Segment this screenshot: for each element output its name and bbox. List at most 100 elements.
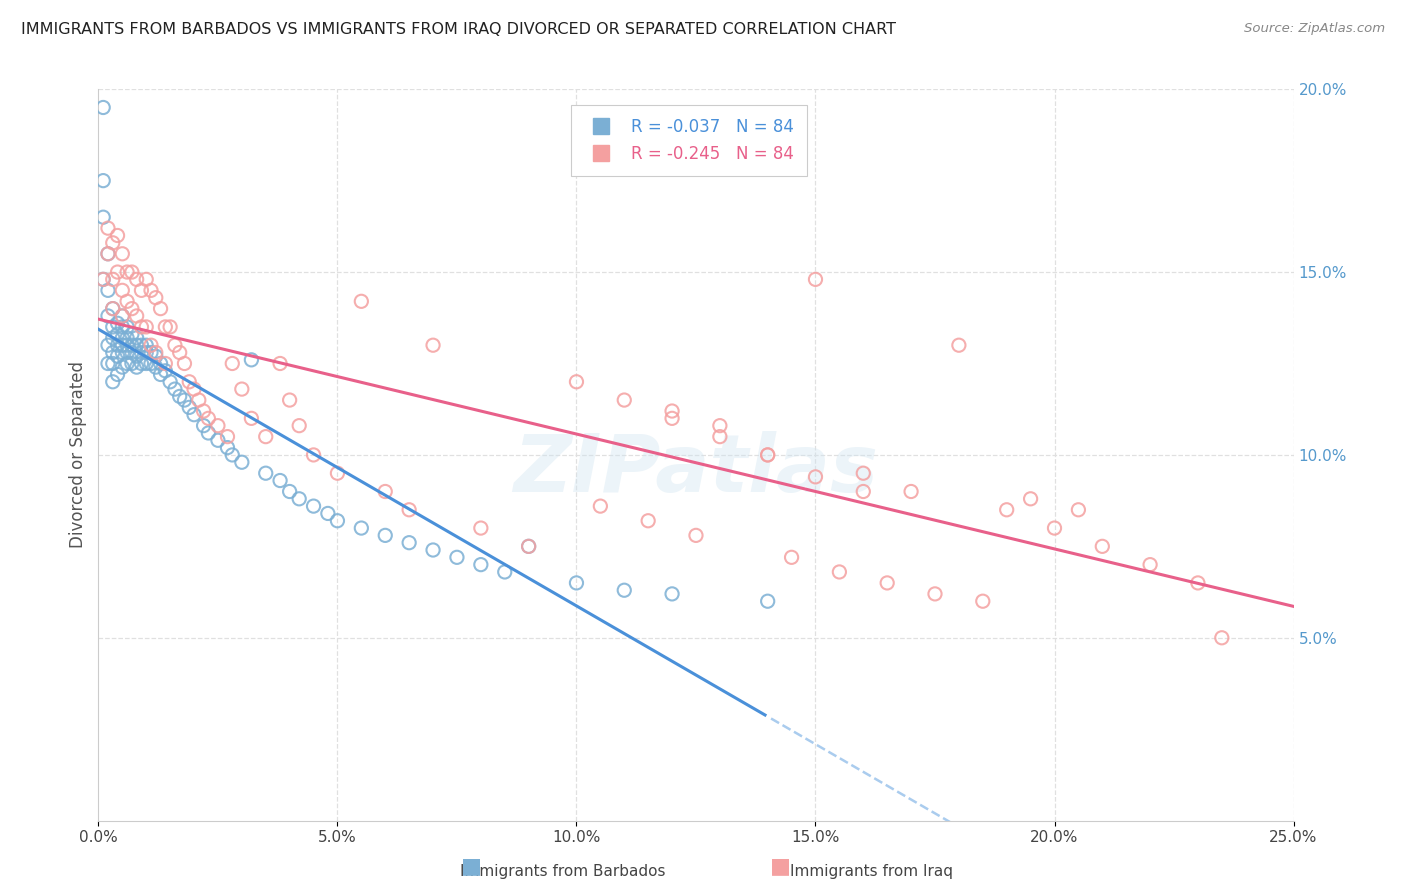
- Point: [197, 425, 219, 440]
- Point: [900, 484, 922, 499]
- Point: [101, 331, 124, 345]
- Point: [97, 309, 120, 323]
- Point: [1187, 576, 1209, 591]
- Point: [145, 349, 167, 363]
- Point: [231, 455, 253, 469]
- Point: [350, 521, 373, 535]
- Point: [207, 418, 229, 433]
- Point: [169, 345, 191, 359]
- Point: [135, 272, 157, 286]
- Text: Source: ZipAtlas.com: Source: ZipAtlas.com: [1244, 22, 1385, 36]
- Point: [145, 345, 167, 359]
- Point: [269, 474, 291, 488]
- Point: [1091, 539, 1114, 553]
- Point: [756, 448, 779, 462]
- Point: [145, 360, 167, 375]
- Point: [193, 418, 215, 433]
- Point: [125, 309, 148, 323]
- Point: [101, 272, 124, 286]
- Point: [685, 528, 707, 542]
- Point: [101, 301, 124, 316]
- Point: [446, 550, 468, 565]
- Point: [97, 246, 120, 260]
- Point: [111, 360, 134, 375]
- Point: [139, 338, 162, 352]
- Point: [115, 356, 138, 371]
- Point: [131, 338, 153, 352]
- Point: [97, 221, 120, 235]
- Point: [804, 272, 827, 286]
- Point: [1019, 491, 1042, 506]
- Point: [288, 418, 311, 433]
- Point: [661, 404, 683, 418]
- Point: [121, 265, 143, 279]
- Point: [107, 368, 129, 382]
- Point: [197, 411, 219, 425]
- Point: [115, 345, 138, 359]
- Point: [159, 375, 181, 389]
- Point: [302, 448, 325, 462]
- Point: [107, 265, 129, 279]
- Point: [115, 294, 138, 309]
- Point: [326, 466, 349, 480]
- Point: [278, 392, 301, 407]
- Point: [125, 349, 148, 363]
- Point: [135, 345, 157, 359]
- Point: [565, 375, 588, 389]
- Point: [91, 174, 114, 188]
- Point: [876, 576, 898, 591]
- Point: [326, 514, 349, 528]
- Point: [565, 576, 588, 591]
- Point: [131, 356, 153, 371]
- Point: [97, 338, 120, 352]
- Point: [111, 309, 134, 323]
- Point: [135, 338, 157, 352]
- Point: [155, 320, 177, 334]
- Point: [115, 265, 138, 279]
- Point: [111, 345, 134, 359]
- Point: [269, 356, 291, 371]
- Point: [159, 320, 181, 334]
- Point: [589, 499, 612, 513]
- Point: [121, 301, 143, 316]
- Point: [163, 382, 186, 396]
- Point: [115, 320, 138, 334]
- Point: [155, 356, 177, 371]
- Text: ■: ■: [770, 856, 790, 876]
- Point: [101, 356, 124, 371]
- Text: Immigrants from Iraq: Immigrants from Iraq: [790, 863, 953, 879]
- Point: [637, 514, 659, 528]
- Point: [661, 587, 683, 601]
- Point: [91, 101, 114, 115]
- Point: [121, 338, 143, 352]
- Point: [135, 320, 157, 334]
- Point: [121, 327, 143, 342]
- Point: [422, 543, 444, 558]
- Point: [780, 550, 803, 565]
- Point: [121, 356, 143, 371]
- Point: [115, 331, 138, 345]
- Point: [149, 301, 172, 316]
- Point: [183, 382, 205, 396]
- Point: [101, 375, 124, 389]
- Point: [470, 521, 492, 535]
- Point: [131, 284, 153, 298]
- Y-axis label: Divorced or Separated: Divorced or Separated: [69, 361, 87, 549]
- Point: [97, 284, 120, 298]
- Point: [131, 320, 153, 334]
- Point: [828, 565, 851, 579]
- Text: ■: ■: [461, 856, 481, 876]
- Point: [613, 583, 636, 598]
- Point: [217, 430, 239, 444]
- Point: [1043, 521, 1066, 535]
- Point: [288, 491, 311, 506]
- Point: [139, 345, 162, 359]
- Point: [111, 338, 134, 352]
- Point: [107, 316, 129, 330]
- Point: [101, 235, 124, 250]
- Point: [374, 484, 396, 499]
- Point: [804, 470, 827, 484]
- Point: [179, 401, 201, 415]
- Point: [149, 368, 172, 382]
- Point: [179, 375, 201, 389]
